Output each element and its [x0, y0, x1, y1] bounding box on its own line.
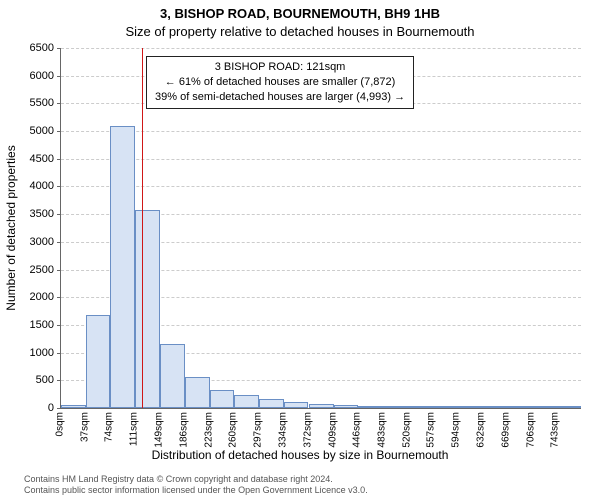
x-tick-label: 260sqm [228, 412, 239, 448]
gridline [61, 48, 581, 49]
y-tick-label: 3000 [14, 236, 54, 248]
x-tick-label: 223sqm [203, 412, 214, 448]
x-tick-label: 409sqm [327, 412, 338, 448]
histogram-bar [334, 405, 359, 408]
histogram-bar [284, 402, 309, 408]
x-tick-label: 446sqm [352, 412, 363, 448]
histogram-bar [358, 406, 383, 408]
histogram-bar [259, 399, 284, 408]
y-tick-label: 6500 [14, 42, 54, 54]
y-tick-label: 1500 [14, 319, 54, 331]
histogram-bar [507, 406, 532, 408]
histogram-bar [234, 395, 259, 408]
y-tick-label: 2500 [14, 264, 54, 276]
y-tick-label: 4000 [14, 180, 54, 192]
chart-title-address: 3, BISHOP ROAD, BOURNEMOUTH, BH9 1HB [0, 6, 600, 21]
annotation-line2: ← 61% of detached houses are smaller (7,… [155, 75, 405, 90]
x-tick-label: 669sqm [501, 412, 512, 448]
histogram-bar [110, 126, 135, 408]
x-tick-label: 149sqm [154, 412, 165, 448]
y-tick-label: 4500 [14, 153, 54, 165]
x-tick-label: 297sqm [253, 412, 264, 448]
x-tick-label: 37sqm [79, 412, 90, 442]
x-tick-label: 74sqm [104, 412, 115, 442]
histogram-bar [61, 405, 86, 408]
histogram-bar [532, 406, 557, 408]
y-tick-label: 1000 [14, 347, 54, 359]
x-axis-label: Distribution of detached houses by size … [0, 448, 600, 462]
histogram-bar [482, 406, 507, 408]
histogram-bar [383, 406, 408, 408]
annotation-line1: 3 BISHOP ROAD: 121sqm [155, 60, 405, 75]
histogram-bar [185, 377, 210, 408]
x-tick-label: 483sqm [377, 412, 388, 448]
y-tick-label: 0 [14, 402, 54, 414]
x-tick-label: 594sqm [451, 412, 462, 448]
histogram-bar [408, 406, 433, 408]
histogram-bar [556, 406, 581, 408]
y-tick-label: 500 [14, 374, 54, 386]
histogram-bar [457, 406, 482, 408]
histogram-bar [309, 404, 334, 408]
x-tick-label: 111sqm [129, 412, 140, 446]
gridline [61, 131, 581, 132]
x-tick-label: 743sqm [550, 412, 561, 448]
histogram-bar [160, 344, 185, 408]
y-tick-label: 6000 [14, 70, 54, 82]
reference-line [142, 48, 143, 408]
y-tick-label: 3500 [14, 208, 54, 220]
gridline [61, 186, 581, 187]
gridline [61, 159, 581, 160]
annotation-line3: 39% of semi-detached houses are larger (… [155, 90, 405, 105]
chart-subtitle: Size of property relative to detached ho… [0, 24, 600, 39]
x-tick-label: 557sqm [426, 412, 437, 448]
x-tick-label: 186sqm [179, 412, 190, 448]
x-tick-label: 706sqm [525, 412, 536, 448]
x-tick-label: 372sqm [303, 412, 314, 448]
histogram-bar [135, 210, 160, 408]
histogram-bar [86, 315, 111, 408]
y-axis-label: Number of detached properties [4, 145, 18, 310]
histogram-bar [432, 406, 457, 408]
y-tick-label: 5000 [14, 125, 54, 137]
footer-line2: Contains public sector information licen… [24, 485, 368, 496]
plot-area: 3 BISHOP ROAD: 121sqm← 61% of detached h… [60, 48, 581, 409]
y-tick-label: 2000 [14, 291, 54, 303]
x-tick-label: 0sqm [55, 412, 66, 436]
annotation-box: 3 BISHOP ROAD: 121sqm← 61% of detached h… [146, 56, 414, 109]
footer-attribution: Contains HM Land Registry data © Crown c… [24, 474, 368, 496]
x-tick-label: 632sqm [476, 412, 487, 448]
x-tick-label: 334sqm [277, 412, 288, 448]
footer-line1: Contains HM Land Registry data © Crown c… [24, 474, 368, 485]
x-tick-label: 520sqm [401, 412, 412, 448]
y-tick-label: 5500 [14, 97, 54, 109]
histogram-bar [210, 390, 235, 408]
